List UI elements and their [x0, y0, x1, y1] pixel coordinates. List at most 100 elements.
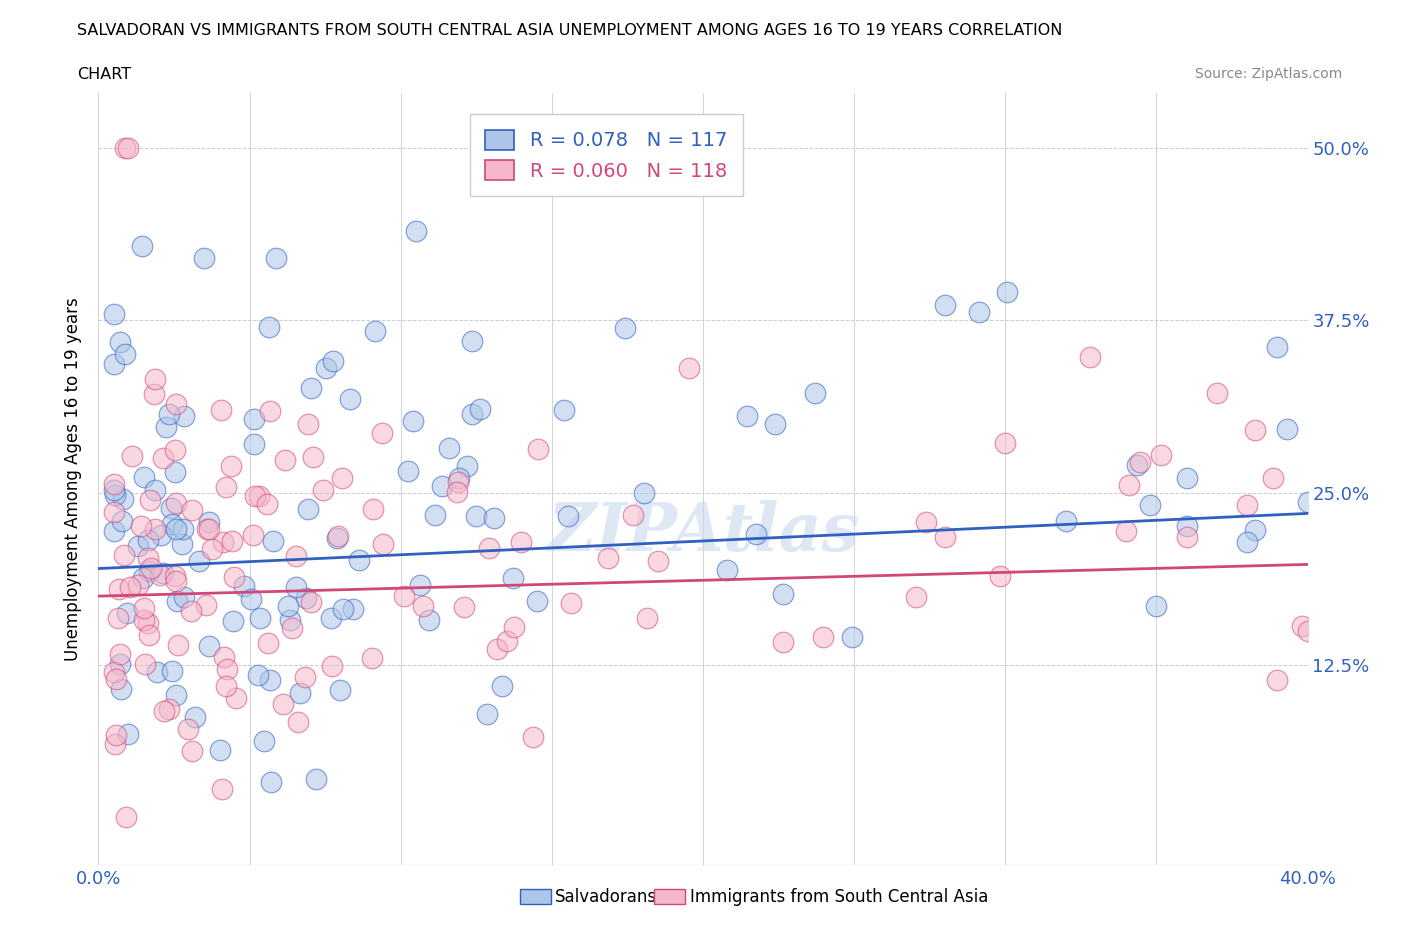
- Point: [1125, 458, 1147, 472]
- Point: [243, 437, 266, 452]
- Point: [146, 664, 169, 679]
- Point: [257, 320, 280, 335]
- Point: [160, 500, 183, 515]
- Point: [301, 449, 323, 464]
- Point: [247, 488, 270, 503]
- Point: [108, 581, 131, 596]
- Point: [371, 426, 394, 441]
- Point: [166, 594, 188, 609]
- Point: [1144, 599, 1167, 614]
- Point: [613, 320, 636, 335]
- Point: [173, 590, 195, 604]
- Point: [1054, 513, 1077, 528]
- Point: [990, 568, 1012, 583]
- Point: [110, 682, 132, 697]
- Point: [1115, 524, 1137, 538]
- Point: [162, 664, 184, 679]
- Point: [453, 600, 475, 615]
- Point: [1243, 422, 1265, 437]
- Point: [173, 408, 195, 423]
- Point: [485, 642, 508, 657]
- Point: [264, 251, 287, 266]
- Point: [527, 442, 550, 457]
- Point: [114, 809, 136, 824]
- Point: [804, 385, 827, 400]
- Point: [139, 493, 162, 508]
- Point: [103, 306, 125, 321]
- Point: [328, 529, 350, 544]
- Point: [496, 633, 519, 648]
- Point: [165, 574, 187, 589]
- Point: [197, 521, 219, 536]
- Point: [347, 552, 370, 567]
- Point: [1236, 534, 1258, 549]
- Legend: R = 0.078   N = 117, R = 0.060   N = 118: R = 0.078 N = 117, R = 0.060 N = 118: [470, 114, 742, 196]
- Point: [209, 743, 232, 758]
- Point: [211, 781, 233, 796]
- Point: [180, 604, 202, 618]
- Point: [118, 579, 141, 594]
- Point: [211, 403, 233, 418]
- Point: [934, 529, 956, 544]
- Point: [305, 771, 328, 786]
- Point: [482, 511, 505, 525]
- Point: [188, 553, 211, 568]
- Point: [111, 492, 134, 507]
- Point: [1139, 498, 1161, 512]
- Point: [423, 508, 446, 523]
- Point: [1080, 350, 1102, 365]
- Point: [735, 408, 758, 423]
- Point: [103, 477, 125, 492]
- Point: [222, 614, 245, 629]
- Point: [219, 458, 242, 473]
- Point: [294, 591, 316, 605]
- Point: [277, 598, 299, 613]
- Point: [281, 620, 304, 635]
- Point: [143, 372, 166, 387]
- Point: [132, 571, 155, 586]
- Text: Salvadorans: Salvadorans: [555, 887, 658, 906]
- Point: [509, 535, 531, 550]
- Point: [108, 657, 131, 671]
- Point: [181, 502, 204, 517]
- Point: [141, 560, 163, 575]
- Point: [142, 387, 165, 402]
- Point: [312, 483, 335, 498]
- Point: [274, 453, 297, 468]
- Y-axis label: Unemployment Among Ages 16 to 19 years: Unemployment Among Ages 16 to 19 years: [65, 297, 83, 661]
- Point: [321, 658, 343, 673]
- Point: [332, 601, 354, 616]
- Point: [470, 402, 492, 417]
- Point: [143, 483, 166, 498]
- Point: [217, 661, 239, 676]
- Point: [402, 413, 425, 428]
- Point: [841, 630, 863, 644]
- Point: [172, 522, 194, 537]
- Point: [155, 419, 177, 434]
- Point: [129, 519, 152, 534]
- Point: [165, 569, 187, 584]
- Point: [811, 630, 834, 644]
- Point: [221, 533, 243, 548]
- Point: [342, 602, 364, 617]
- Point: [456, 458, 478, 473]
- Point: [1129, 455, 1152, 470]
- Point: [262, 533, 284, 548]
- Point: [1267, 339, 1289, 354]
- Point: [212, 650, 235, 665]
- Point: [405, 223, 427, 238]
- Point: [319, 611, 342, 626]
- Point: [409, 578, 432, 592]
- Point: [502, 571, 524, 586]
- Point: [1150, 447, 1173, 462]
- Point: [1244, 523, 1267, 538]
- Point: [165, 687, 187, 702]
- Point: [446, 485, 468, 499]
- Point: [288, 685, 311, 700]
- Point: [165, 522, 187, 537]
- Point: [215, 679, 238, 694]
- Point: [121, 449, 143, 464]
- Point: [526, 593, 548, 608]
- Point: [636, 610, 658, 625]
- Point: [967, 304, 990, 319]
